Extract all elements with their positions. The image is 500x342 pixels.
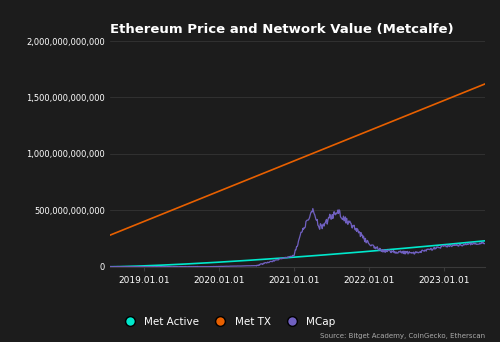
Text: Source: Bitget Academy, CoinGecko, Etherscan: Source: Bitget Academy, CoinGecko, Ether…	[320, 332, 485, 339]
Text: Ethereum Price and Network Value (Metcalfe): Ethereum Price and Network Value (Metcal…	[110, 23, 454, 36]
Legend: Met Active, Met TX, MCap: Met Active, Met TX, MCap	[115, 313, 340, 331]
